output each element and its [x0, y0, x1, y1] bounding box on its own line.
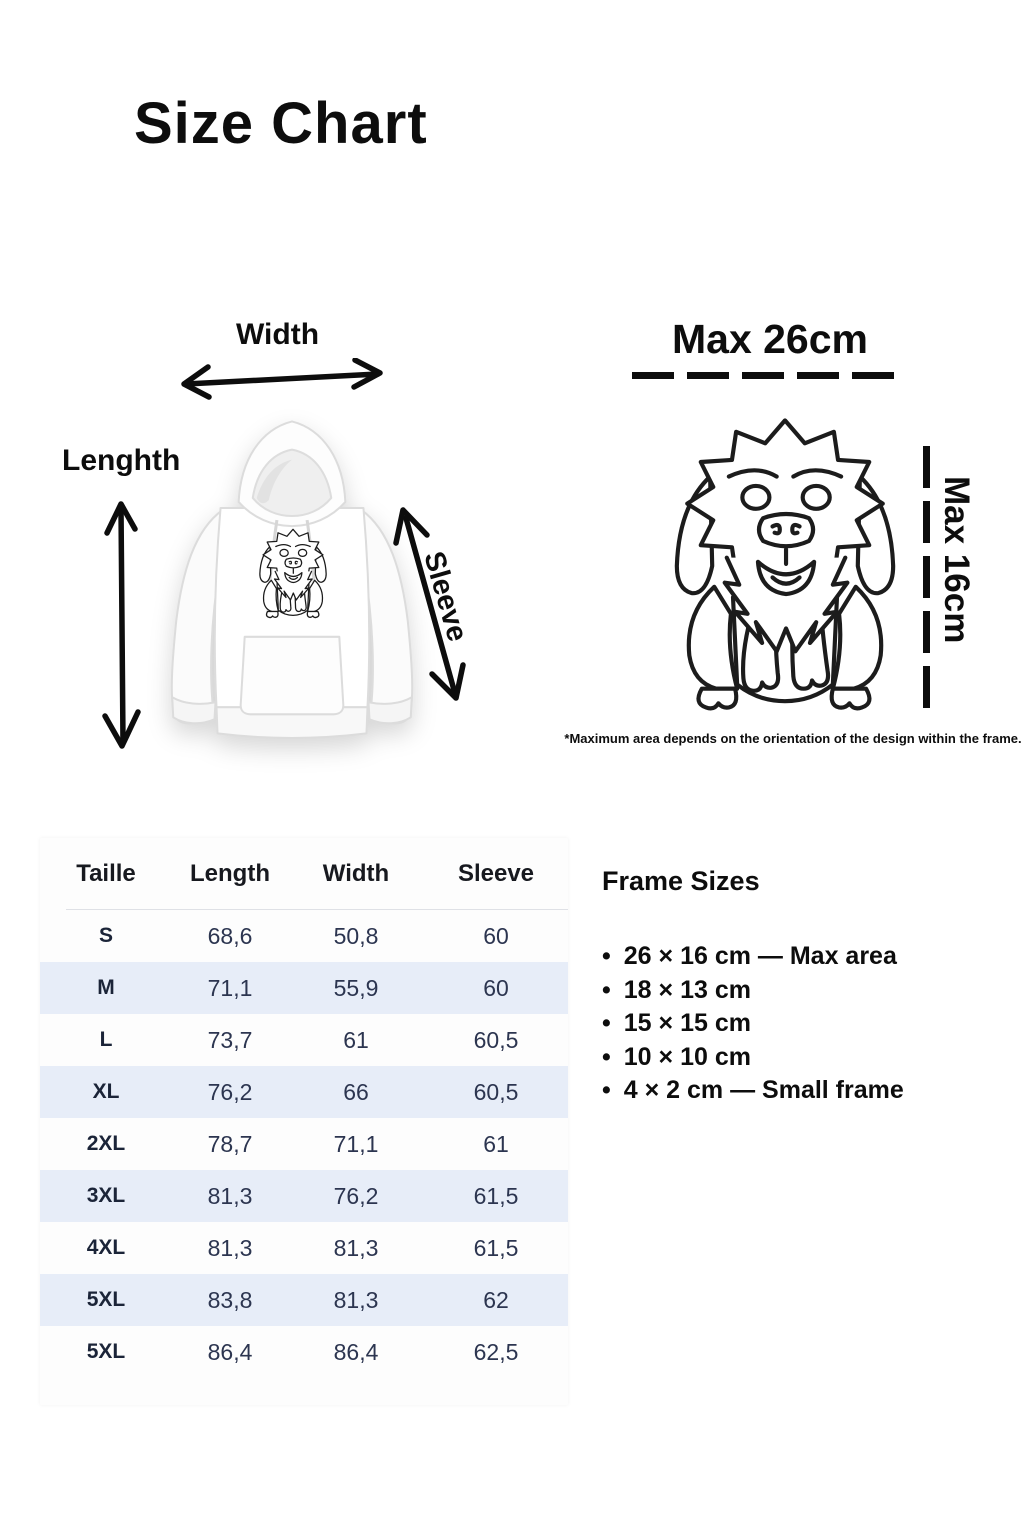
value-cell: 60 — [483, 974, 509, 1001]
size-table: Taille Length Width Sleeve S 68,6 50,8 60 M 71,1… — [40, 838, 568, 1405]
bullet-icon: • — [602, 1009, 611, 1037]
frame-size-item: • 15 × 15 cm — [602, 1007, 904, 1041]
size-cell: 3XL — [86, 1184, 126, 1207]
length-label: Lenghth — [62, 444, 181, 477]
value-cell: 60,5 — [473, 1078, 519, 1105]
frame-size-text: 18 × 13 cm — [623, 975, 751, 1004]
value-cell: 81,3 — [333, 1286, 379, 1313]
value-cell: 66 — [343, 1078, 369, 1105]
bullet-icon: • — [602, 942, 611, 970]
value-cell: 76,2 — [207, 1078, 253, 1105]
value-cell: 81,3 — [207, 1182, 253, 1209]
value-cell: 78,7 — [207, 1130, 253, 1157]
table-row: M 71,1 55,9 60 — [40, 962, 568, 1014]
value-cell: 61 — [483, 1130, 509, 1157]
max-height-label: Max 16cm — [937, 476, 976, 644]
dog-illustration — [660, 410, 910, 722]
value-cell: 62,5 — [473, 1338, 519, 1365]
width-arrow-icon — [181, 358, 383, 400]
value-cell: 76,2 — [333, 1182, 379, 1209]
table-divider — [66, 909, 568, 910]
frame-size-item: • 10 × 10 cm — [602, 1041, 904, 1075]
size-cell: M — [97, 976, 115, 999]
value-cell: 71,1 — [207, 974, 253, 1001]
hoodie-dog-print — [259, 528, 327, 619]
size-cell: 4XL — [86, 1236, 126, 1259]
table-row: 5XL 83,8 81,3 62 — [40, 1274, 568, 1326]
value-cell: 61,5 — [473, 1234, 519, 1261]
size-cell: L — [99, 1028, 113, 1051]
table-row: L 73,7 61 60,5 — [40, 1014, 568, 1066]
value-cell: 60 — [483, 922, 509, 949]
table-row: 3XL 81,3 76,2 61,5 — [40, 1170, 568, 1222]
hoodie-illustration — [170, 420, 414, 739]
frame-size-item: • 18 × 13 cm — [602, 974, 904, 1008]
length-arrow-icon — [102, 501, 141, 749]
size-cell: XL — [92, 1080, 120, 1103]
size-cell: S — [98, 924, 113, 947]
column-header: Length — [190, 859, 270, 887]
frame-size-text: 4 × 2 cm — Small frame — [623, 1076, 904, 1104]
value-cell: 50,8 — [333, 922, 379, 949]
frame-footnote: *Maximum area depends on the orientation… — [564, 731, 1022, 746]
size-table-body: S 68,6 50,8 60 M 71,1 55,9 60 L 73,7 61 60,5 XL 76,2 6… — [40, 910, 568, 1378]
frame-sizes-list: • 26 × 16 cm — Max area • 18 × 13 cm • 15 × 1… — [602, 940, 904, 1108]
table-row: 2XL 78,7 71,1 61 — [40, 1118, 568, 1170]
value-cell: 60,5 — [473, 1026, 519, 1053]
bullet-icon: • — [602, 1042, 611, 1071]
value-cell: 86,4 — [333, 1338, 379, 1365]
value-cell: 62 — [483, 1286, 509, 1313]
value-cell: 68,6 — [207, 922, 253, 949]
value-cell: 81,3 — [333, 1234, 379, 1261]
page-title: Size Chart — [134, 91, 428, 156]
max-width-label: Max 26cm — [671, 316, 868, 362]
value-cell: 55,9 — [333, 974, 379, 1001]
column-header: Width — [322, 859, 390, 887]
table-row: 5XL 86,4 86,4 62,5 — [40, 1326, 568, 1378]
size-cell: 2XL — [86, 1132, 126, 1155]
frame-size-item: • 26 × 16 cm — Max area — [602, 940, 904, 974]
table-row: 4XL 81,3 81,3 61,5 — [40, 1222, 568, 1274]
value-cell: 61 — [343, 1026, 369, 1053]
value-cell: 73,7 — [207, 1026, 253, 1053]
max-height-dashed-line — [923, 446, 930, 714]
size-cell: 5XL — [86, 1340, 126, 1363]
table-row: XL 76,2 66 60,5 — [40, 1066, 568, 1118]
frame-size-text: 10 × 10 cm — [623, 1042, 751, 1071]
column-header: Sleeve — [457, 859, 535, 887]
sleeve-arrow-icon — [393, 507, 466, 701]
bullet-icon: • — [602, 1076, 611, 1104]
value-cell: 71,1 — [333, 1130, 379, 1157]
value-cell: 61,5 — [473, 1182, 519, 1209]
frame-sizes-heading: Frame Sizes — [602, 866, 760, 896]
frame-size-text: 15 × 15 cm — [623, 1009, 751, 1037]
frame-size-text: 26 × 16 cm — Max area — [623, 942, 897, 970]
column-header: Taille — [76, 859, 136, 887]
max-width-dashed-line — [632, 372, 904, 379]
size-cell: 5XL — [86, 1288, 126, 1311]
value-cell: 81,3 — [207, 1234, 253, 1261]
size-table-header: Taille Length Width Sleeve — [40, 838, 568, 909]
frame-size-item: • 4 × 2 cm — Small frame — [602, 1074, 904, 1108]
value-cell: 83,8 — [207, 1286, 253, 1313]
table-row: S 68,6 50,8 60 — [40, 910, 568, 962]
value-cell: 86,4 — [207, 1338, 253, 1365]
bullet-icon: • — [602, 975, 611, 1004]
width-label: Width — [236, 318, 320, 351]
